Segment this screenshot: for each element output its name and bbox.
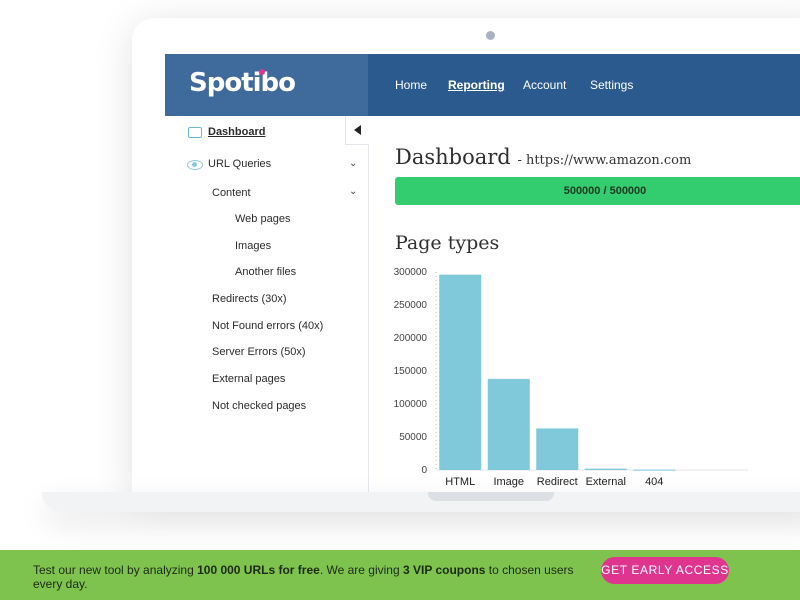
y-tick-label: 300000: [394, 267, 428, 278]
nav-home[interactable]: Home: [395, 78, 428, 92]
sidebar-item-external-pages[interactable]: External pages: [212, 373, 286, 385]
nav-account[interactable]: Account: [523, 78, 567, 92]
caret-left-icon: [354, 125, 361, 135]
nav-reporting[interactable]: Reporting: [448, 78, 505, 92]
sidebar-collapse-button[interactable]: [345, 116, 369, 145]
banner-text-part: Test our new tool by analyzing: [33, 563, 198, 577]
sidebar: Dashboard URL Queries ⌄ Content ⌄ Web pa…: [165, 116, 369, 492]
y-tick-label: 250000: [394, 300, 428, 311]
bar-external[interactable]: [584, 468, 627, 470]
bar-404[interactable]: [633, 469, 676, 471]
y-tick-label: 100000: [394, 399, 428, 410]
get-early-access-button[interactable]: GET EARLY ACCESS: [601, 557, 729, 584]
page-subtitle-url: - https://www.amazon.com: [517, 153, 692, 168]
sidebar-item-server-errors[interactable]: Server Errors (50x): [212, 346, 306, 358]
progress-fill: [395, 177, 800, 205]
sidebar-item-another-files[interactable]: Another files: [235, 266, 297, 278]
page-title: Dashboard - https://www.amazon.com: [395, 145, 691, 169]
x-tick-label: Redirect: [537, 476, 578, 488]
laptop-hinge-notch: [428, 492, 554, 501]
banner-text-part: 3 VIP coupons: [402, 563, 486, 577]
banner-text-part: to chosen users every day.: [33, 563, 574, 591]
camera-dot: [486, 31, 495, 40]
sidebar-item-url-queries[interactable]: URL Queries: [208, 158, 272, 170]
crawl-progress-bar: 500000 / 500000: [395, 177, 800, 205]
sidebar-item-content[interactable]: Content: [212, 187, 251, 199]
y-tick-label: 200000: [394, 333, 428, 344]
progress-text: 500000 / 500000: [563, 185, 647, 197]
sidebar-item-dashboard[interactable]: Dashboard: [208, 126, 266, 138]
x-tick-label: External: [586, 476, 626, 488]
sidebar-item-web-pages[interactable]: Web pages: [235, 213, 291, 225]
banner-text-part: 100 000 URLs for free: [197, 563, 320, 577]
laptop-base: [42, 492, 800, 512]
brand-logo[interactable]: Spotibo: [189, 68, 296, 98]
bar-image[interactable]: [487, 378, 530, 470]
main-content: Dashboard - https://www.amazon.com 50000…: [368, 116, 800, 492]
page-title-text: Dashboard: [395, 145, 511, 169]
sidebar-item-not-found[interactable]: Not Found errors (40x): [212, 320, 324, 332]
x-tick-label: HTML: [445, 476, 475, 488]
y-tick-label: 50000: [399, 432, 427, 443]
sidebar-item-not-checked[interactable]: Not checked pages: [212, 400, 307, 412]
brand-logo-dot: [259, 69, 265, 75]
bar-redirect[interactable]: [536, 428, 579, 470]
section-title: Page types: [395, 232, 500, 254]
y-tick-label: 150000: [394, 366, 428, 377]
x-tick-label: Image: [493, 476, 524, 488]
promo-banner-text: Test our new tool by analyzing 100 000 U…: [33, 563, 593, 591]
chevron-down-icon[interactable]: ⌄: [349, 186, 358, 197]
y-tick-label: 0: [421, 465, 427, 476]
brand-area: Spotibo: [165, 54, 368, 116]
page-types-bar-chart: 0 50000 100000 150000 200000 250000 300000 HTML…: [394, 267, 748, 488]
app-screen: Spotibo Home Reporting Account Settings …: [165, 54, 800, 492]
x-tick-label: 404: [645, 476, 663, 488]
sidebar-item-redirects[interactable]: Redirects (30x): [212, 293, 287, 305]
bar-html[interactable]: [439, 274, 482, 470]
sidebar-item-images[interactable]: Images: [235, 240, 272, 252]
nav-settings[interactable]: Settings: [590, 78, 634, 92]
dashboard-icon: [188, 127, 202, 138]
banner-text-part: . We are giving: [319, 563, 403, 577]
chevron-down-icon[interactable]: ⌄: [349, 158, 358, 169]
top-navigation: Home Reporting Account Settings: [368, 54, 800, 116]
eye-icon: [187, 160, 203, 170]
